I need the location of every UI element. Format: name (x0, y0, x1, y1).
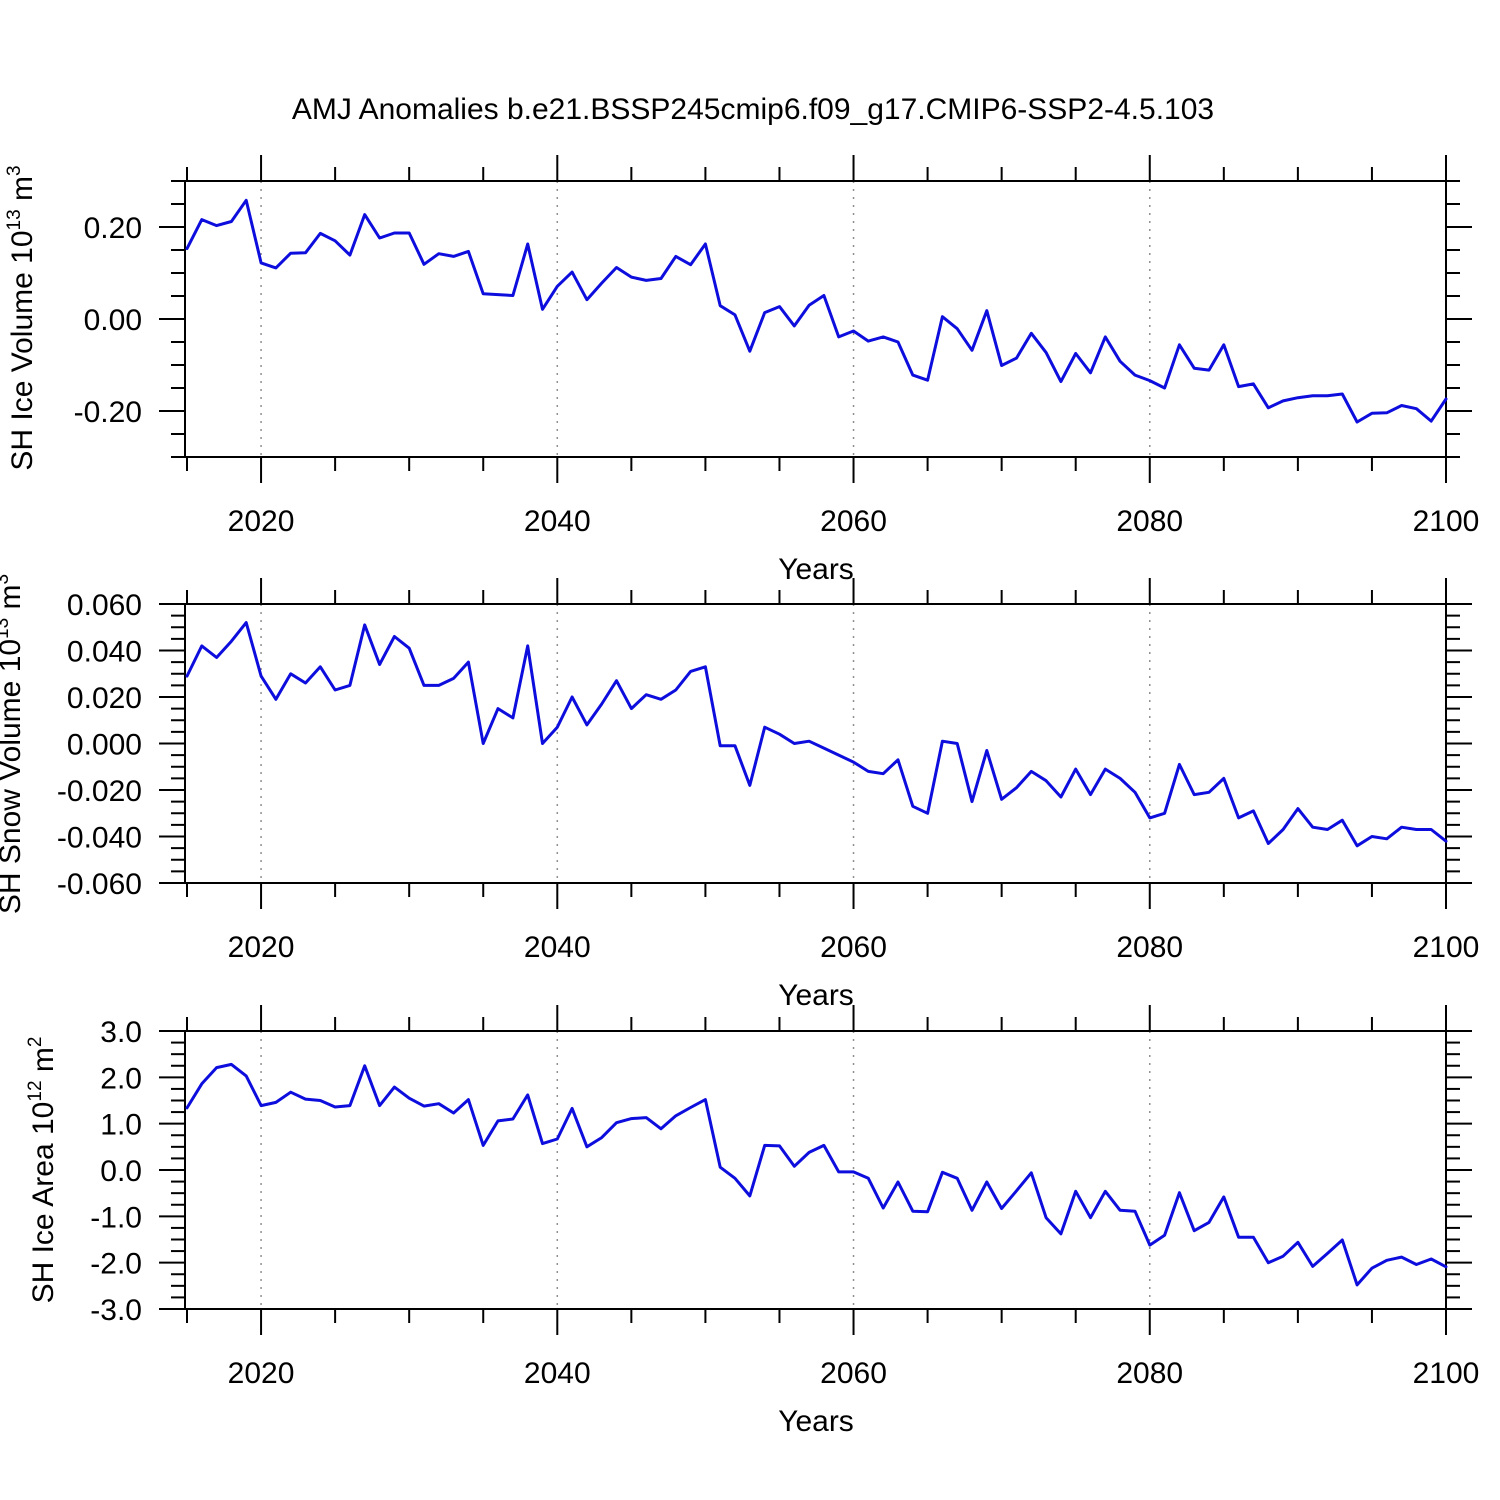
x-tick-label: 2020 (228, 505, 295, 538)
series-line-sh-snow-volume (185, 621, 1448, 848)
y-tick-label: 0.060 (67, 589, 142, 622)
x-tick-label: 2080 (1116, 505, 1183, 538)
y-axis-title-ice-volume: SH Ice Volume 1013 m3 (4, 165, 39, 470)
y-tick-label: 0.0 (100, 1155, 142, 1188)
x-tick-label: 2080 (1116, 1357, 1183, 1390)
plot-frame-sh-ice-area (184, 1030, 1447, 1310)
chart-title: AMJ Anomalies b.e21.BSSP245cmip6.f09_g17… (292, 93, 1214, 126)
y-axis-title-ice-area: SH Ice Area 1012 m2 (25, 1037, 60, 1304)
y-tick-label: 0.020 (67, 682, 142, 715)
y-tick-label: 0.00 (84, 304, 142, 337)
series-line-sh-ice-area (185, 1062, 1448, 1287)
y-tick-label: 1.0 (100, 1109, 142, 1142)
x-tick-label: 2100 (1413, 1357, 1480, 1390)
x-tick-label: 2020 (228, 1357, 295, 1390)
x-tick-label: 2040 (524, 505, 591, 538)
y-tick-label: -3.0 (90, 1294, 142, 1327)
y-tick-label: 0.20 (84, 212, 142, 245)
y-tick-label: -1.0 (90, 1201, 142, 1234)
y-tick-label: 0.040 (67, 636, 142, 669)
x-tick-label: 2100 (1413, 505, 1480, 538)
x-tick-label: 2060 (820, 505, 887, 538)
x-tick-label: 2040 (524, 931, 591, 964)
y-axis-title-snow-volume: SH Snow Volume 1013 m3 (0, 574, 27, 914)
x-axis-title-panel-1: Years (778, 553, 854, 586)
x-tick-label: 2040 (524, 1357, 591, 1390)
x-tick-label: 2080 (1116, 931, 1183, 964)
y-tick-label: -2.0 (90, 1248, 142, 1281)
series-line-sh-ice-volume (185, 198, 1448, 424)
plot-frame-sh-snow-volume (184, 603, 1447, 884)
plot-frame-sh-ice-volume (184, 180, 1447, 458)
y-tick-label: 3.0 (100, 1016, 142, 1049)
x-tick-label: 2020 (228, 931, 295, 964)
y-tick-label: 0.000 (67, 729, 142, 762)
x-tick-label: 2060 (820, 1357, 887, 1390)
y-tick-label: 2.0 (100, 1062, 142, 1095)
y-tick-label: -0.060 (57, 868, 142, 901)
y-tick-label: -0.020 (57, 775, 142, 808)
y-tick-label: -0.040 (57, 822, 142, 855)
x-tick-label: 2060 (820, 931, 887, 964)
x-axis-title-panel-3: Years (778, 1405, 854, 1438)
y-tick-label: -0.20 (74, 396, 142, 429)
x-tick-label: 2100 (1413, 931, 1480, 964)
x-axis-title-panel-2: Years (778, 979, 854, 1012)
